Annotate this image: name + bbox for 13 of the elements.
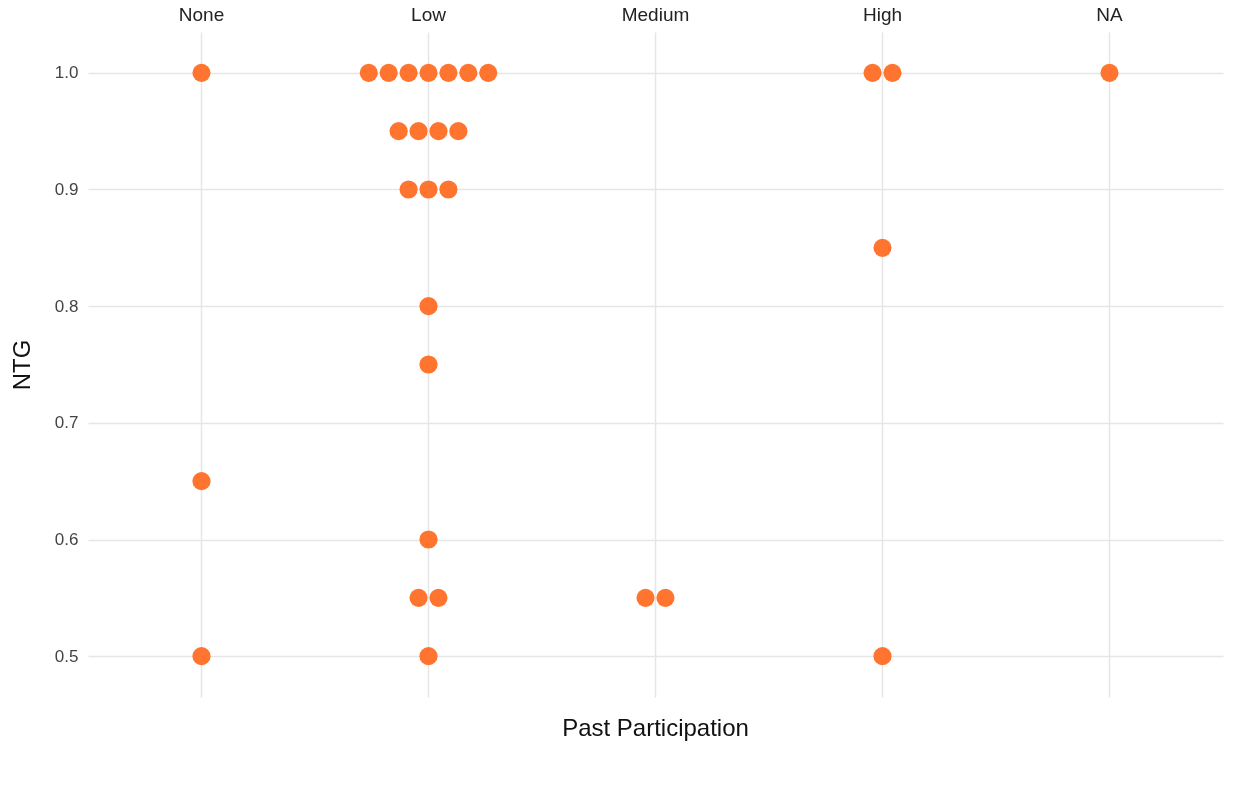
x-axis-title: Past Participation bbox=[562, 714, 749, 741]
x-tick-label: None bbox=[178, 3, 225, 25]
y-tick-label: 0.8 bbox=[54, 296, 79, 316]
x-tick-label: Low bbox=[411, 3, 447, 25]
x-tick-label: NA bbox=[1096, 3, 1124, 25]
y-tick-label: 0.9 bbox=[54, 180, 79, 199]
y-tick-label: 1.0 bbox=[54, 63, 79, 83]
y-tick-label: 0.7 bbox=[54, 413, 79, 433]
y-tick-label: 0.6 bbox=[54, 530, 79, 549]
y-tick-label: 0.5 bbox=[54, 646, 79, 666]
x-tick-label: High bbox=[862, 3, 903, 25]
y-axis-title: NTG bbox=[7, 339, 35, 391]
x-tick-label: Medium bbox=[621, 3, 690, 25]
